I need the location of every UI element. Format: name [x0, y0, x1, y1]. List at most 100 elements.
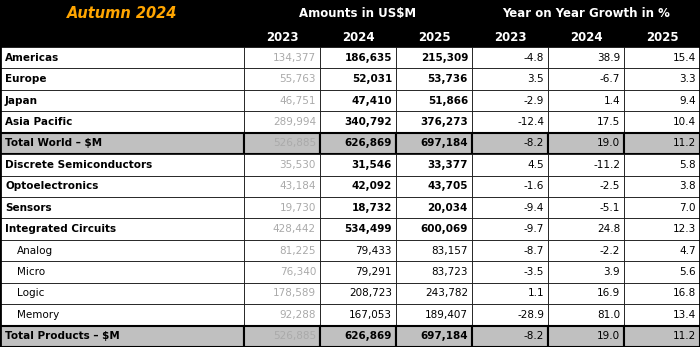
Text: 5.6: 5.6 [680, 267, 696, 277]
Bar [244, 133, 320, 154]
Bar [624, 240, 700, 261]
Text: 3.8: 3.8 [680, 181, 696, 191]
Text: -11.2: -11.2 [593, 160, 620, 170]
Text: Amounts in US$M: Amounts in US$M [300, 7, 416, 20]
Text: 42,092: 42,092 [351, 181, 392, 191]
Bar [624, 304, 700, 325]
Text: Total World – $M: Total World – $M [5, 138, 102, 149]
Text: 18,732: 18,732 [351, 203, 392, 213]
Bar [244, 325, 320, 347]
Text: 35,530: 35,530 [279, 160, 316, 170]
Text: -3.5: -3.5 [524, 267, 544, 277]
Text: 16.8: 16.8 [673, 288, 696, 298]
Text: 12.3: 12.3 [673, 224, 696, 234]
Text: 10.4: 10.4 [673, 117, 696, 127]
Text: 19.0: 19.0 [597, 138, 620, 149]
Text: 1.1: 1.1 [527, 288, 544, 298]
Text: -28.9: -28.9 [517, 310, 544, 320]
Text: 38.9: 38.9 [596, 53, 620, 63]
Text: 79,291: 79,291 [356, 267, 392, 277]
Text: 51,866: 51,866 [428, 95, 468, 105]
Text: -9.7: -9.7 [524, 224, 544, 234]
Text: 92,288: 92,288 [279, 310, 316, 320]
Bar [396, 68, 472, 90]
Text: -12.4: -12.4 [517, 117, 544, 127]
Bar [244, 261, 320, 283]
Text: 20,034: 20,034 [428, 203, 468, 213]
Bar [244, 283, 320, 304]
Bar [624, 47, 700, 68]
Bar [472, 197, 548, 218]
Text: 11.2: 11.2 [673, 138, 696, 149]
Text: 19.0: 19.0 [597, 331, 620, 341]
Bar [244, 240, 320, 261]
Text: 4.7: 4.7 [680, 246, 696, 256]
Bar [244, 304, 320, 325]
Text: Micro: Micro [17, 267, 45, 277]
Bar [320, 197, 396, 218]
Bar [624, 218, 700, 240]
Bar [396, 133, 472, 154]
Bar [0, 197, 244, 218]
Text: 53,736: 53,736 [428, 74, 468, 84]
Text: Memory: Memory [17, 310, 60, 320]
Bar [472, 154, 548, 176]
Text: 15.4: 15.4 [673, 53, 696, 63]
Text: 31,546: 31,546 [351, 160, 392, 170]
Bar [0, 240, 244, 261]
Text: Optoelectronics: Optoelectronics [5, 181, 99, 191]
Bar [472, 133, 548, 154]
Text: 697,184: 697,184 [421, 138, 468, 149]
Text: 526,885: 526,885 [273, 331, 316, 341]
Bar [548, 27, 624, 47]
Bar [0, 27, 244, 47]
Text: 626,869: 626,869 [344, 138, 392, 149]
Text: 2025: 2025 [645, 31, 678, 43]
Text: 243,782: 243,782 [425, 288, 468, 298]
Text: 52,031: 52,031 [351, 74, 392, 84]
Text: 47,410: 47,410 [351, 95, 392, 105]
Text: 376,273: 376,273 [420, 117, 468, 127]
Bar [0, 154, 244, 176]
Bar [548, 47, 624, 68]
Text: 16.9: 16.9 [596, 288, 620, 298]
Text: -1.6: -1.6 [524, 181, 544, 191]
Bar [548, 304, 624, 325]
Bar [320, 154, 396, 176]
Bar [472, 27, 548, 47]
Bar [472, 283, 548, 304]
Text: 215,309: 215,309 [421, 53, 468, 63]
Text: Autumn 2024: Autumn 2024 [66, 6, 177, 21]
Bar [624, 133, 700, 154]
Text: -8.2: -8.2 [524, 138, 544, 149]
Bar [624, 283, 700, 304]
Text: Integrated Circuits: Integrated Circuits [5, 224, 116, 234]
Bar [472, 111, 548, 133]
Text: 81,225: 81,225 [279, 246, 316, 256]
Text: 189,407: 189,407 [425, 310, 468, 320]
Text: 178,589: 178,589 [273, 288, 316, 298]
Text: Logic: Logic [17, 288, 44, 298]
Text: 46,751: 46,751 [279, 95, 316, 105]
Bar [396, 27, 472, 47]
Bar [0, 283, 244, 304]
Bar [320, 111, 396, 133]
Bar [624, 197, 700, 218]
Bar [624, 176, 700, 197]
Bar [244, 154, 320, 176]
Text: -9.4: -9.4 [524, 203, 544, 213]
Text: 9.4: 9.4 [680, 95, 696, 105]
Bar [320, 133, 396, 154]
Bar [472, 218, 548, 240]
Bar [396, 176, 472, 197]
Bar [244, 90, 320, 111]
Text: 13.4: 13.4 [673, 310, 696, 320]
Bar [320, 261, 396, 283]
Bar [396, 111, 472, 133]
Text: 3.9: 3.9 [603, 267, 620, 277]
Text: -5.1: -5.1 [600, 203, 620, 213]
Bar [244, 47, 320, 68]
Bar [320, 90, 396, 111]
Text: 340,792: 340,792 [344, 117, 392, 127]
Bar [244, 197, 320, 218]
